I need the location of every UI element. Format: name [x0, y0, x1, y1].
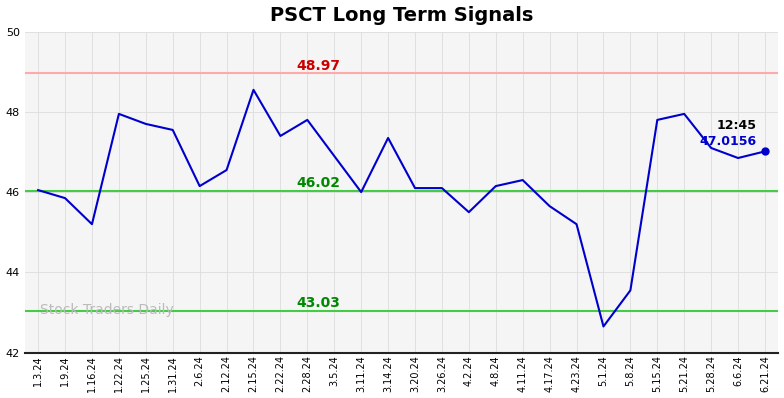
Text: 43.03: 43.03 — [296, 296, 340, 310]
Text: 47.0156: 47.0156 — [700, 135, 757, 148]
Text: 12:45: 12:45 — [717, 119, 757, 132]
Text: 46.02: 46.02 — [296, 176, 340, 190]
Title: PSCT Long Term Signals: PSCT Long Term Signals — [270, 6, 533, 25]
Text: 48.97: 48.97 — [296, 59, 340, 73]
Text: Stock Traders Daily: Stock Traders Daily — [40, 303, 173, 317]
